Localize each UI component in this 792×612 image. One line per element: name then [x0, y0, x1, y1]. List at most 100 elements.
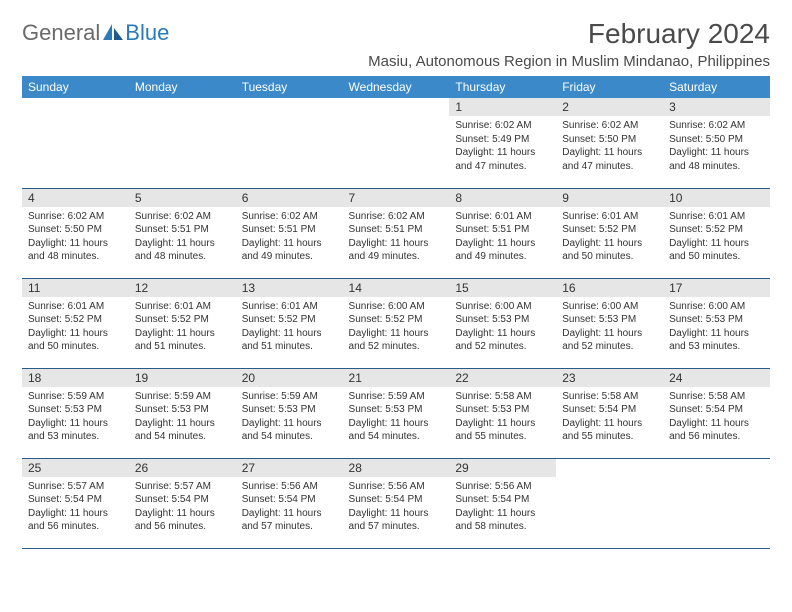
calendar-day-cell: 14Sunrise: 6:00 AMSunset: 5:52 PMDayligh…	[343, 278, 450, 368]
day-number: 10	[663, 189, 770, 207]
day-number: 9	[556, 189, 663, 207]
day-details: Sunrise: 5:56 AMSunset: 5:54 PMDaylight:…	[343, 477, 450, 539]
calendar-day-cell: 1Sunrise: 6:02 AMSunset: 5:49 PMDaylight…	[449, 98, 556, 188]
calendar-empty-cell	[22, 98, 129, 188]
weekday-header: Saturday	[663, 76, 770, 98]
day-number: 29	[449, 459, 556, 477]
location-subtitle: Masiu, Autonomous Region in Muslim Minda…	[368, 53, 770, 70]
calendar-day-cell: 16Sunrise: 6:00 AMSunset: 5:53 PMDayligh…	[556, 278, 663, 368]
calendar-day-cell: 28Sunrise: 5:56 AMSunset: 5:54 PMDayligh…	[343, 458, 450, 548]
title-block: February 2024 Masiu, Autonomous Region i…	[368, 18, 770, 70]
calendar-day-cell: 7Sunrise: 6:02 AMSunset: 5:51 PMDaylight…	[343, 188, 450, 278]
calendar-day-cell: 2Sunrise: 6:02 AMSunset: 5:50 PMDaylight…	[556, 98, 663, 188]
calendar-table: SundayMondayTuesdayWednesdayThursdayFrid…	[22, 76, 770, 549]
calendar-empty-cell	[343, 98, 450, 188]
day-number: 18	[22, 369, 129, 387]
day-number: 2	[556, 98, 663, 116]
day-details: Sunrise: 5:59 AMSunset: 5:53 PMDaylight:…	[22, 387, 129, 449]
day-details: Sunrise: 6:01 AMSunset: 5:52 PMDaylight:…	[236, 297, 343, 359]
day-details: Sunrise: 6:02 AMSunset: 5:51 PMDaylight:…	[343, 207, 450, 269]
day-details: Sunrise: 6:02 AMSunset: 5:51 PMDaylight:…	[236, 207, 343, 269]
weekday-header: Friday	[556, 76, 663, 98]
calendar-day-cell: 15Sunrise: 6:00 AMSunset: 5:53 PMDayligh…	[449, 278, 556, 368]
calendar-body: 1Sunrise: 6:02 AMSunset: 5:49 PMDaylight…	[22, 98, 770, 548]
calendar-day-cell: 21Sunrise: 5:59 AMSunset: 5:53 PMDayligh…	[343, 368, 450, 458]
day-details: Sunrise: 6:02 AMSunset: 5:50 PMDaylight:…	[663, 116, 770, 178]
calendar-empty-cell	[556, 458, 663, 548]
day-number: 4	[22, 189, 129, 207]
calendar-week-row: 4Sunrise: 6:02 AMSunset: 5:50 PMDaylight…	[22, 188, 770, 278]
calendar-day-cell: 10Sunrise: 6:01 AMSunset: 5:52 PMDayligh…	[663, 188, 770, 278]
calendar-day-cell: 25Sunrise: 5:57 AMSunset: 5:54 PMDayligh…	[22, 458, 129, 548]
calendar-day-cell: 11Sunrise: 6:01 AMSunset: 5:52 PMDayligh…	[22, 278, 129, 368]
calendar-day-cell: 19Sunrise: 5:59 AMSunset: 5:53 PMDayligh…	[129, 368, 236, 458]
day-details: Sunrise: 5:59 AMSunset: 5:53 PMDaylight:…	[343, 387, 450, 449]
day-number: 25	[22, 459, 129, 477]
calendar-week-row: 11Sunrise: 6:01 AMSunset: 5:52 PMDayligh…	[22, 278, 770, 368]
day-number: 19	[129, 369, 236, 387]
logo-sail-icon	[103, 22, 125, 48]
calendar-day-cell: 27Sunrise: 5:56 AMSunset: 5:54 PMDayligh…	[236, 458, 343, 548]
logo-text-blue: Blue	[125, 20, 169, 46]
calendar-head: SundayMondayTuesdayWednesdayThursdayFrid…	[22, 76, 770, 98]
calendar-day-cell: 18Sunrise: 5:59 AMSunset: 5:53 PMDayligh…	[22, 368, 129, 458]
weekday-header: Thursday	[449, 76, 556, 98]
day-details: Sunrise: 5:56 AMSunset: 5:54 PMDaylight:…	[236, 477, 343, 539]
day-number: 11	[22, 279, 129, 297]
calendar-day-cell: 8Sunrise: 6:01 AMSunset: 5:51 PMDaylight…	[449, 188, 556, 278]
calendar-day-cell: 12Sunrise: 6:01 AMSunset: 5:52 PMDayligh…	[129, 278, 236, 368]
calendar-day-cell: 17Sunrise: 6:00 AMSunset: 5:53 PMDayligh…	[663, 278, 770, 368]
day-details: Sunrise: 5:58 AMSunset: 5:54 PMDaylight:…	[556, 387, 663, 449]
day-number: 22	[449, 369, 556, 387]
day-details: Sunrise: 6:02 AMSunset: 5:50 PMDaylight:…	[22, 207, 129, 269]
day-details: Sunrise: 6:01 AMSunset: 5:52 PMDaylight:…	[22, 297, 129, 359]
day-details: Sunrise: 5:58 AMSunset: 5:53 PMDaylight:…	[449, 387, 556, 449]
day-number: 23	[556, 369, 663, 387]
logo: General Blue	[22, 18, 169, 48]
calendar-empty-cell	[129, 98, 236, 188]
day-number: 13	[236, 279, 343, 297]
day-details: Sunrise: 5:59 AMSunset: 5:53 PMDaylight:…	[236, 387, 343, 449]
day-number: 5	[129, 189, 236, 207]
day-details: Sunrise: 5:57 AMSunset: 5:54 PMDaylight:…	[22, 477, 129, 539]
weekday-header: Wednesday	[343, 76, 450, 98]
day-number: 26	[129, 459, 236, 477]
calendar-empty-cell	[663, 458, 770, 548]
day-details: Sunrise: 6:02 AMSunset: 5:49 PMDaylight:…	[449, 116, 556, 178]
calendar-day-cell: 24Sunrise: 5:58 AMSunset: 5:54 PMDayligh…	[663, 368, 770, 458]
weekday-header: Monday	[129, 76, 236, 98]
calendar-day-cell: 26Sunrise: 5:57 AMSunset: 5:54 PMDayligh…	[129, 458, 236, 548]
day-details: Sunrise: 6:02 AMSunset: 5:51 PMDaylight:…	[129, 207, 236, 269]
calendar-day-cell: 23Sunrise: 5:58 AMSunset: 5:54 PMDayligh…	[556, 368, 663, 458]
calendar-day-cell: 13Sunrise: 6:01 AMSunset: 5:52 PMDayligh…	[236, 278, 343, 368]
header: General Blue February 2024 Masiu, Autono…	[22, 18, 770, 70]
calendar-day-cell: 22Sunrise: 5:58 AMSunset: 5:53 PMDayligh…	[449, 368, 556, 458]
day-details: Sunrise: 6:01 AMSunset: 5:52 PMDaylight:…	[663, 207, 770, 269]
day-details: Sunrise: 6:00 AMSunset: 5:53 PMDaylight:…	[449, 297, 556, 359]
day-number: 3	[663, 98, 770, 116]
day-details: Sunrise: 6:02 AMSunset: 5:50 PMDaylight:…	[556, 116, 663, 178]
day-details: Sunrise: 5:56 AMSunset: 5:54 PMDaylight:…	[449, 477, 556, 539]
day-details: Sunrise: 6:00 AMSunset: 5:52 PMDaylight:…	[343, 297, 450, 359]
calendar-day-cell: 3Sunrise: 6:02 AMSunset: 5:50 PMDaylight…	[663, 98, 770, 188]
day-number: 21	[343, 369, 450, 387]
day-details: Sunrise: 6:01 AMSunset: 5:52 PMDaylight:…	[129, 297, 236, 359]
calendar-day-cell: 9Sunrise: 6:01 AMSunset: 5:52 PMDaylight…	[556, 188, 663, 278]
logo-text-general: General	[22, 20, 100, 46]
day-details: Sunrise: 6:00 AMSunset: 5:53 PMDaylight:…	[556, 297, 663, 359]
calendar-day-cell: 29Sunrise: 5:56 AMSunset: 5:54 PMDayligh…	[449, 458, 556, 548]
day-number: 20	[236, 369, 343, 387]
weekday-header: Tuesday	[236, 76, 343, 98]
day-number: 27	[236, 459, 343, 477]
day-number: 14	[343, 279, 450, 297]
day-details: Sunrise: 5:58 AMSunset: 5:54 PMDaylight:…	[663, 387, 770, 449]
day-number: 28	[343, 459, 450, 477]
day-details: Sunrise: 5:57 AMSunset: 5:54 PMDaylight:…	[129, 477, 236, 539]
day-number: 8	[449, 189, 556, 207]
day-number: 12	[129, 279, 236, 297]
day-details: Sunrise: 6:01 AMSunset: 5:51 PMDaylight:…	[449, 207, 556, 269]
day-number: 6	[236, 189, 343, 207]
day-number: 1	[449, 98, 556, 116]
day-number: 7	[343, 189, 450, 207]
day-number: 24	[663, 369, 770, 387]
